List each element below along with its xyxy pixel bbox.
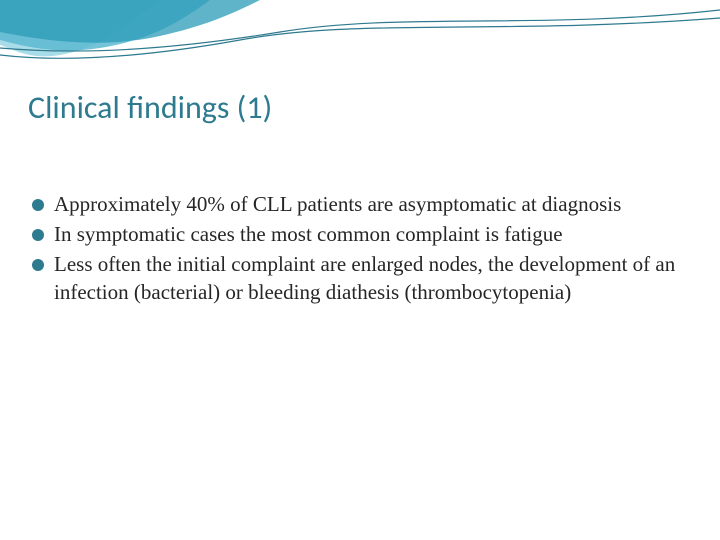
bullet-text: Approximately 40% of CLL patients are as… <box>54 192 621 216</box>
bullet-text: Less often the initial complaint are enl… <box>54 252 675 304</box>
list-item: Approximately 40% of CLL patients are as… <box>28 190 680 218</box>
wave-header-decoration <box>0 0 720 90</box>
bullet-text: In symptomatic cases the most common com… <box>54 222 563 246</box>
slide-title: Clinical findings (1) <box>28 88 272 127</box>
list-item: In symptomatic cases the most common com… <box>28 220 680 248</box>
bullet-list: Approximately 40% of CLL patients are as… <box>28 190 680 308</box>
list-item: Less often the initial complaint are enl… <box>28 250 680 306</box>
